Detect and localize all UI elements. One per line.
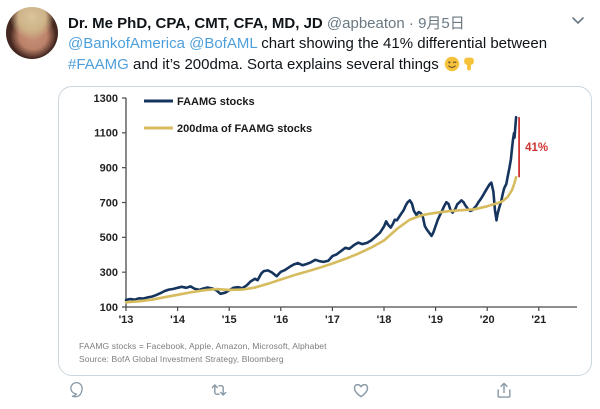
retweet-button[interactable] [209,380,231,402]
pointing-down-emoji [461,56,477,72]
hashtag-link[interactable]: #FAAMG [68,56,129,73]
chart-footnote-source: Source: BofA Global Investment Strategy,… [79,354,284,364]
retweet-icon [211,384,227,396]
differential-label: 41% [525,142,548,154]
chart-footnote-definition: FAAMG stocks = Facebook, Apple, Amazon, … [79,341,327,351]
series-line [124,115,518,302]
x-tick-label: '13 [119,314,134,326]
author-name[interactable]: Dr. Me PhD, CPA, CMT, CFA, MD, JD [68,15,323,32]
reply-button[interactable] [66,380,88,402]
avatar[interactable] [6,7,58,59]
x-tick-label: '14 [170,314,186,326]
share-icon [497,382,511,398]
winking-face-emoji [444,56,460,72]
tweet-date[interactable]: 9月5日 [418,15,465,32]
share-button[interactable] [494,380,516,402]
legend-label: FAAMG stocks [177,96,255,108]
heart-icon [354,383,369,398]
tweet-header: Dr. Me PhD, CPA, CMT, CFA, MD, JD @apbea… [68,12,568,33]
reply-icon [70,382,83,398]
tweet-text-segment: and it’s 200dma. Sorta explains several … [128,56,443,73]
y-tick-label: 700 [100,197,118,209]
chart-card[interactable]: 1300 1100 900 700 500 300 100'13 '14 '15 '16 '17 '1… [58,86,592,376]
y-tick-label: 300 [100,267,118,279]
faamg-chart: 1300 1100 900 700 500 300 100'13 '14 '15 '16 '17 '1… [94,93,577,326]
author-handle[interactable]: @apbeaton [326,15,405,32]
series-line [124,175,518,304]
tweet-text-segment: chart showing the 41% differential betwe… [257,35,548,52]
x-tick-label: '18 [377,314,392,326]
chevron-down-icon[interactable] [570,12,586,28]
x-tick-label: '19 [428,314,443,326]
x-tick-label: '15 [222,314,237,326]
y-tick-label: 1300 [94,93,118,105]
tweet-text: @BankofAmerica @BofAML chart showing the… [68,33,592,75]
like-button[interactable] [351,380,373,402]
x-tick-label: '17 [325,314,340,326]
separator-dot: · [408,15,414,32]
y-tick-label: 500 [100,232,118,244]
x-tick-label: '20 [480,314,495,326]
y-tick-label: 1100 [94,128,118,140]
y-tick-label: 100 [100,302,118,314]
legend-label: 200dma of FAAMG stocks [177,123,312,135]
x-tick-label: '21 [531,314,546,326]
y-tick-label: 900 [100,162,118,174]
x-tick-label: '16 [273,314,288,326]
tweet-action-bar [66,380,516,402]
mention-links[interactable]: @BankofAmerica @BofAML [68,35,258,52]
